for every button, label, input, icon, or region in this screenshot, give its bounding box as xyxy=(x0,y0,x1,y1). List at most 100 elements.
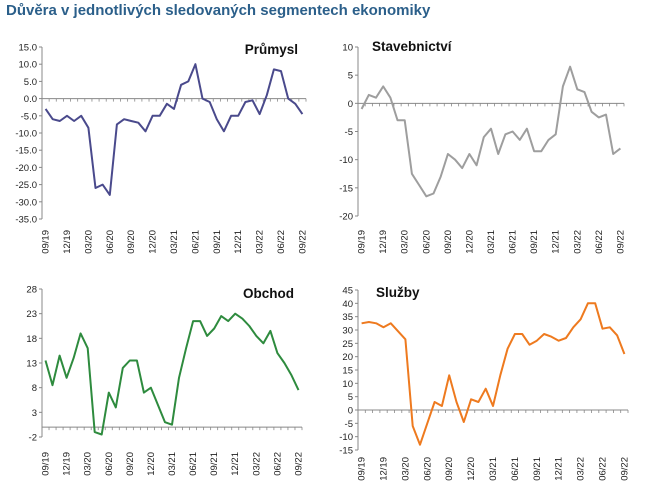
x-tick-label: 06/22 xyxy=(597,457,608,481)
x-tick-label: 06/20 xyxy=(422,457,433,481)
x-tick-label: 06/22 xyxy=(276,230,287,254)
x-tick-label: 06/21 xyxy=(188,452,199,476)
y-tick-label: 23 xyxy=(26,309,37,320)
x-tick-label: 12/21 xyxy=(233,230,244,254)
y-tick-label: 30 xyxy=(342,326,353,337)
x-tick-label: 03/22 xyxy=(251,452,262,476)
x-tick-label: 06/20 xyxy=(104,452,115,476)
x-tick-label: 09/21 xyxy=(529,230,540,254)
series-line xyxy=(44,312,300,436)
y-tick-label: 0 xyxy=(348,406,353,417)
y-tick-label: 18 xyxy=(26,334,37,345)
x-tick-label: 09/20 xyxy=(444,457,455,481)
x-tick-label: 03/21 xyxy=(486,230,497,254)
x-tick-label: 09/19 xyxy=(357,457,368,481)
y-tick-label: 13 xyxy=(26,359,37,370)
x-tick-label: 12/20 xyxy=(146,452,157,476)
x-tick-label: 06/22 xyxy=(594,230,605,254)
x-tick-label: 12/20 xyxy=(466,457,477,481)
y-tick-label: -30.0 xyxy=(15,197,37,208)
y-tick-label: 45 xyxy=(342,286,353,297)
y-tick-label: 3 xyxy=(32,408,37,419)
y-tick-label: 10 xyxy=(342,379,353,390)
chart-title: Obchod xyxy=(243,286,294,301)
series-line xyxy=(44,63,304,196)
x-tick-label: 03/20 xyxy=(400,457,411,481)
series-line xyxy=(361,302,626,446)
x-tick-label: 09/21 xyxy=(212,230,223,254)
x-tick-label: 09/20 xyxy=(443,230,454,254)
y-tick-label: 5 xyxy=(348,71,353,82)
x-tick-label: 12/21 xyxy=(230,452,241,476)
chart-title: Průmysl xyxy=(245,42,298,57)
x-tick-label: 09/19 xyxy=(41,452,52,476)
y-tick-label: 15.0 xyxy=(19,43,38,54)
x-tick-label: 03/22 xyxy=(572,230,583,254)
y-tick-label: -20.0 xyxy=(15,163,37,174)
chart-1: 10 5 0 -5 -10 -15 -20 09/19 12/19 03/20 06/20 09/20… xyxy=(339,39,626,254)
y-tick-label: 10.0 xyxy=(19,60,38,71)
x-tick-label: 06/20 xyxy=(421,230,432,254)
x-tick-label: 09/19 xyxy=(357,230,368,254)
y-tick-label: 5.0 xyxy=(24,77,37,88)
series-line xyxy=(360,65,622,198)
y-tick-label: -5.0 xyxy=(21,111,37,122)
x-tick-label: 03/22 xyxy=(255,230,266,254)
y-tick-label: -20 xyxy=(339,212,353,223)
x-tick-label: 09/20 xyxy=(125,452,136,476)
y-tick-label: -10 xyxy=(339,155,353,166)
y-tick-label: -15 xyxy=(339,183,353,194)
x-tick-label: 12/21 xyxy=(554,457,565,481)
x-tick-label: 03/20 xyxy=(400,230,411,254)
chart-0: 15.0 10.0 5.0 0.0 -5.0 -10.0 -15.0 -20.0 -25.0 -3… xyxy=(15,42,308,254)
y-tick-label: 0.0 xyxy=(24,94,37,105)
x-tick-label: 09/19 xyxy=(41,230,52,254)
x-tick-label: 09/21 xyxy=(532,457,543,481)
x-tick-label: 12/21 xyxy=(551,230,562,254)
chart-3: 45 40 35 30 25 20 15 10 5 0 -5 -10 -15 09/19 12/19 03/2… xyxy=(339,285,630,481)
x-tick-label: 09/22 xyxy=(619,457,630,481)
y-tick-label: 15 xyxy=(342,366,353,377)
y-tick-label: -35.0 xyxy=(15,215,37,226)
y-tick-label: 28 xyxy=(26,285,37,296)
x-tick-label: 03/20 xyxy=(83,452,94,476)
y-tick-label: -5 xyxy=(345,127,353,138)
y-tick-label: -15.0 xyxy=(15,146,37,157)
x-tick-label: 09/22 xyxy=(297,230,308,254)
y-tick-label: 20 xyxy=(342,352,353,363)
x-tick-label: 03/21 xyxy=(167,452,178,476)
chart-2: 28 23 18 13 8 3 -2 09/19 12/19 03/20 06/20 09/20 12/… xyxy=(26,285,304,476)
y-tick-label: -15 xyxy=(339,446,353,457)
x-tick-label: 06/20 xyxy=(105,230,116,254)
x-tick-label: 12/20 xyxy=(464,230,475,254)
x-tick-label: 06/21 xyxy=(510,457,521,481)
y-tick-label: 10 xyxy=(342,43,353,54)
x-tick-label: 03/20 xyxy=(83,230,94,254)
x-tick-label: 12/19 xyxy=(62,452,73,476)
y-tick-label: 8 xyxy=(32,383,37,394)
chart-title: Služby xyxy=(376,285,420,300)
x-tick-label: 06/21 xyxy=(508,230,519,254)
y-tick-label: -5 xyxy=(345,419,353,430)
y-tick-label: 40 xyxy=(342,299,353,310)
y-tick-label: -25.0 xyxy=(15,180,37,191)
y-tick-label: -10.0 xyxy=(15,129,37,140)
x-tick-label: 06/22 xyxy=(272,452,283,476)
y-tick-label: 35 xyxy=(342,312,353,323)
x-tick-label: 09/22 xyxy=(293,452,304,476)
y-tick-label: 25 xyxy=(342,339,353,350)
x-tick-label: 06/21 xyxy=(190,230,201,254)
chart-title: Stavebnictví xyxy=(372,39,453,54)
y-tick-label: 5 xyxy=(348,392,353,403)
page-title: Důvěra v jednotlivých sledovaných segmen… xyxy=(6,2,431,19)
x-tick-label: 09/22 xyxy=(615,230,626,254)
x-tick-label: 12/20 xyxy=(148,230,159,254)
x-tick-label: 12/19 xyxy=(378,230,389,254)
x-tick-label: 03/22 xyxy=(576,457,587,481)
x-tick-label: 09/21 xyxy=(209,452,220,476)
x-tick-label: 09/20 xyxy=(126,230,137,254)
x-tick-label: 03/21 xyxy=(488,457,499,481)
y-tick-label: -10 xyxy=(339,432,353,443)
y-tick-label: -2 xyxy=(29,433,37,444)
